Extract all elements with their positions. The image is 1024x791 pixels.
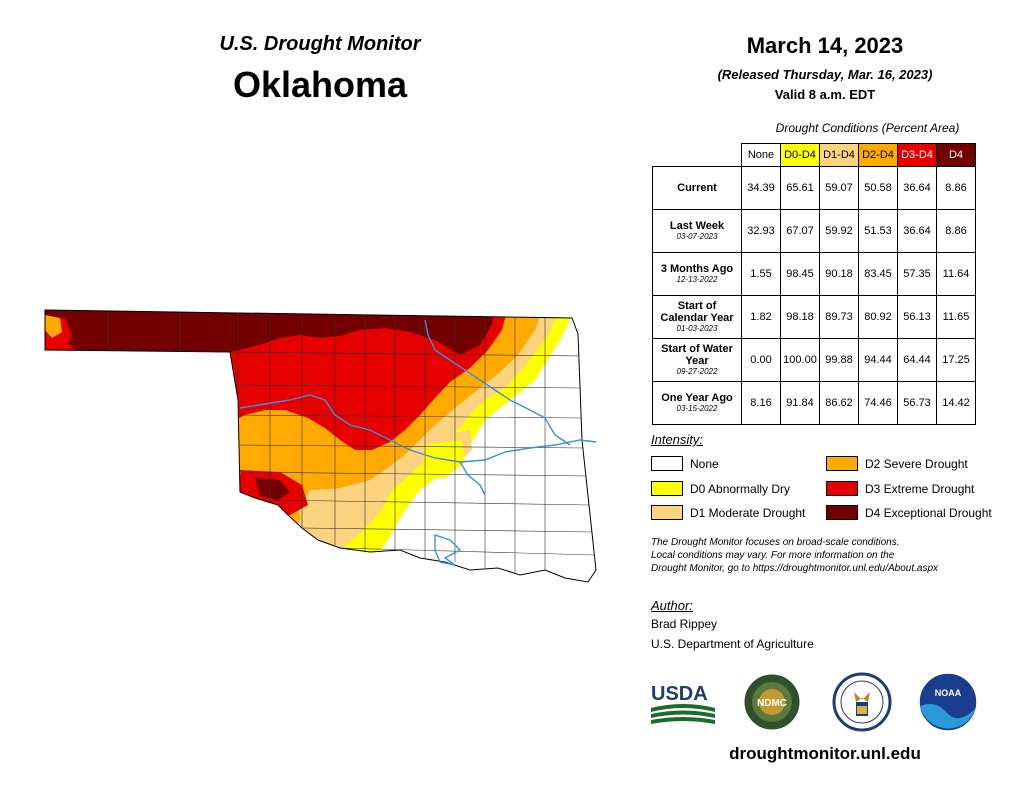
legend-item-none: None — [651, 456, 719, 471]
table-row: 3 Months Ago 12-13-2022 1.55 98.45 90.18 … — [652, 252, 976, 296]
table-row: Current 34.39 65.61 59.07 50.58 36.64 8.… — [652, 166, 976, 210]
rivers — [239, 319, 597, 566]
table-caption: Drought Conditions (Percent Area) — [775, 121, 960, 135]
release-date: (Released Thursday, Mar. 16, 2023) — [717, 67, 933, 82]
row-label: Last Week 03-07-2023 — [652, 209, 742, 253]
table-cell: 36.64 — [897, 166, 937, 210]
usda-logo: USDA — [651, 683, 715, 724]
row-label: Start of Water Year 09-27-2022 — [652, 338, 742, 382]
table-cell: 11.65 — [936, 295, 976, 339]
legend-swatch — [651, 505, 683, 520]
table-cell: 0.00 — [741, 338, 781, 382]
legend-item-d4: D4 Exceptional Drought — [826, 505, 992, 520]
author-org: U.S. Department of Agriculture — [651, 637, 814, 651]
table-row: Start of Water Year 09-27-2022 0.00 100.0… — [652, 338, 976, 382]
table-cell: 99.88 — [819, 338, 859, 382]
col-header-d4: D4 — [936, 143, 976, 167]
table-row: Start of Calendar Year 01-03-2023 1.82 98… — [652, 295, 976, 339]
table-cell: 100.00 — [780, 338, 820, 382]
table-cell: 17.25 — [936, 338, 976, 382]
legend-swatch — [651, 481, 683, 496]
map-date: March 14, 2023 — [746, 33, 904, 58]
author-name: Brad Rippey — [651, 617, 718, 631]
table-cell: 56.13 — [897, 295, 937, 339]
table-cell: 65.61 — [780, 166, 820, 210]
legend-swatch — [826, 481, 858, 496]
legend-swatch — [651, 456, 683, 471]
col-header-d0-d4: D0-D4 — [780, 143, 820, 167]
table-cell: 8.86 — [936, 209, 976, 253]
author-title: Author: — [651, 598, 693, 613]
table-cell: 59.07 — [819, 166, 859, 210]
table-cell: 83.45 — [858, 252, 898, 296]
table-cell: 98.45 — [780, 252, 820, 296]
table-row: One Year Ago 03-15-2022 8.16 91.84 86.62 … — [652, 381, 976, 425]
noaa-logo: NOAA — [918, 672, 978, 732]
doc-seal-logo — [832, 672, 892, 732]
col-header-d3-d4: D3-D4 — [897, 143, 937, 167]
table-cell: 8.86 — [936, 166, 976, 210]
table-cell: 80.92 — [858, 295, 898, 339]
oklahoma-drought-map — [44, 309, 597, 583]
table-cell: 56.73 — [897, 381, 937, 425]
legend-title: Intensity: — [651, 432, 704, 447]
table-cell: 50.58 — [858, 166, 898, 210]
row-label: 3 Months Ago 12-13-2022 — [652, 252, 742, 296]
legend-item-d1: D1 Moderate Drought — [651, 505, 805, 520]
ndmc-logo: NDMC — [743, 673, 801, 731]
svg-text:NOAA: NOAA — [935, 688, 962, 698]
table-row: Last Week 03-07-2023 32.93 67.07 59.92 51… — [652, 209, 976, 253]
legend-item-d2: D2 Severe Drought — [826, 456, 968, 471]
table-cell: 94.44 — [858, 338, 898, 382]
table-cell: 98.18 — [780, 295, 820, 339]
row-label: Current — [652, 166, 742, 210]
table-cell: 67.07 — [780, 209, 820, 253]
table-cell: 64.44 — [897, 338, 937, 382]
row-label: Start of Calendar Year 01-03-2023 — [652, 295, 742, 339]
col-header-d2-d4: D2-D4 — [858, 143, 898, 167]
disclaimer-note: The Drought Monitor focuses on broad-sca… — [651, 537, 939, 574]
valid-time: Valid 8 a.m. EDT — [774, 87, 876, 102]
table-corner — [652, 143, 742, 167]
state-title: Oklahoma — [232, 64, 408, 105]
state-outline — [44, 309, 597, 583]
table-cell: 11.64 — [936, 252, 976, 296]
map-subtitle: U.S. Drought Monitor — [219, 33, 421, 55]
table-cell: 51.53 — [858, 209, 898, 253]
table-cell: 89.73 — [819, 295, 859, 339]
table-cell: 91.84 — [780, 381, 820, 425]
table-cell: 59.92 — [819, 209, 859, 253]
table-cell: 8.16 — [741, 381, 781, 425]
website-url[interactable]: droughtmonitor.unl.edu — [729, 744, 921, 763]
row-label: One Year Ago 03-15-2022 — [652, 381, 742, 425]
drought-conditions-table: None D0-D4 D1-D4 D2-D4 D3-D4 D4 Current … — [652, 143, 976, 425]
legend-item-d3: D3 Extreme Drought — [826, 481, 974, 496]
table-cell: 74.46 — [858, 381, 898, 425]
col-header-d1-d4: D1-D4 — [819, 143, 859, 167]
col-header-none: None — [741, 143, 781, 167]
table-cell: 57.35 — [897, 252, 937, 296]
legend-item-d0: D0 Abnormally Dry — [651, 481, 790, 496]
table-cell: 34.39 — [741, 166, 781, 210]
table-cell: 1.55 — [741, 252, 781, 296]
table-cell: 90.18 — [819, 252, 859, 296]
table-cell: 32.93 — [741, 209, 781, 253]
legend-swatch — [826, 505, 858, 520]
table-cell: 14.42 — [936, 381, 976, 425]
table-cell: 36.64 — [897, 209, 937, 253]
svg-text:USDA: USDA — [651, 683, 708, 705]
legend-swatch — [826, 456, 858, 471]
svg-text:NDMC: NDMC — [757, 698, 787, 709]
table-cell: 1.82 — [741, 295, 781, 339]
table-cell: 86.62 — [819, 381, 859, 425]
